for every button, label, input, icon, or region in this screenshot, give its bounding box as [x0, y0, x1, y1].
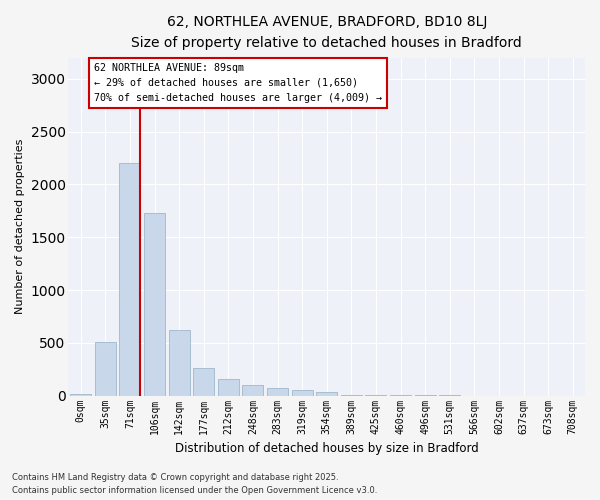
Bar [267, 388, 288, 396]
Bar [242, 385, 263, 396]
Bar [169, 330, 190, 396]
Y-axis label: Number of detached properties: Number of detached properties [15, 139, 25, 314]
Bar [341, 394, 362, 396]
Bar [390, 395, 411, 396]
Text: 62 NORTHLEA AVENUE: 89sqm
← 29% of detached houses are smaller (1,650)
70% of se: 62 NORTHLEA AVENUE: 89sqm ← 29% of detac… [94, 63, 382, 102]
Bar [365, 395, 386, 396]
Text: Contains HM Land Registry data © Crown copyright and database right 2025.
Contai: Contains HM Land Registry data © Crown c… [12, 474, 377, 495]
Bar [316, 392, 337, 396]
Bar [119, 164, 140, 396]
Bar [144, 213, 165, 396]
X-axis label: Distribution of detached houses by size in Bradford: Distribution of detached houses by size … [175, 442, 479, 455]
Title: 62, NORTHLEA AVENUE, BRADFORD, BD10 8LJ
Size of property relative to detached ho: 62, NORTHLEA AVENUE, BRADFORD, BD10 8LJ … [131, 15, 522, 50]
Bar [292, 390, 313, 396]
Bar [70, 394, 91, 396]
Bar [95, 342, 116, 396]
Bar [193, 368, 214, 396]
Bar [218, 380, 239, 396]
